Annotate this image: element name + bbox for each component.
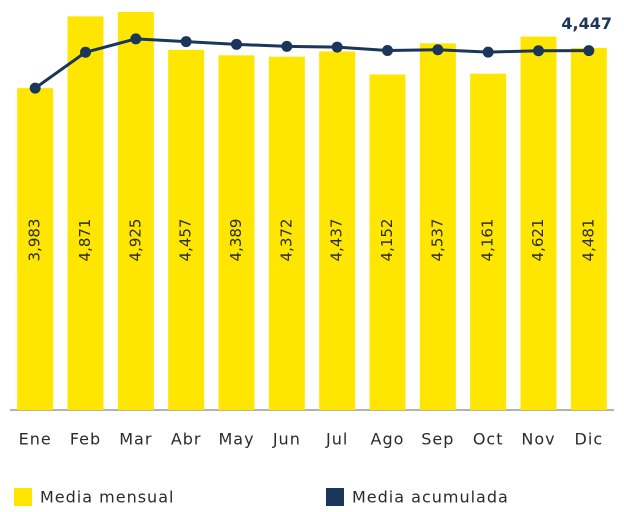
bar <box>520 36 557 411</box>
bar <box>218 55 255 410</box>
x-tick-label: May <box>218 430 254 449</box>
bar <box>67 16 104 410</box>
x-tick-label: Feb <box>70 430 101 449</box>
x-tick-label: Dic <box>575 430 604 449</box>
bar <box>168 49 205 411</box>
bar <box>268 56 305 410</box>
bar <box>319 51 356 411</box>
x-tick-label: Ene <box>19 430 52 449</box>
line-point <box>180 36 192 48</box>
bar <box>470 73 507 410</box>
bar-value-label: 4,437 <box>328 219 346 262</box>
bar <box>369 74 406 410</box>
x-tick-label: Sep <box>421 430 454 449</box>
line-point <box>231 38 242 50</box>
line-point <box>382 45 393 57</box>
bar-value-label: 4,481 <box>579 219 597 262</box>
bar-value-label: 4,871 <box>76 219 94 262</box>
x-tick-label: Abr <box>171 430 202 449</box>
bar <box>570 47 607 410</box>
bar-value-label: 4,372 <box>277 219 295 262</box>
legend-label: Media acumulada <box>352 488 509 507</box>
x-tick-label: Jul <box>325 430 348 449</box>
bar <box>419 43 456 410</box>
line-point <box>29 82 41 94</box>
line-point <box>432 44 444 56</box>
bar <box>17 88 54 411</box>
line-point <box>583 45 595 57</box>
line-point <box>281 40 293 52</box>
x-tick-label: Ago <box>371 430 405 449</box>
x-tick-label: Jun <box>272 430 301 449</box>
x-tick-label: Oct <box>473 430 504 449</box>
line <box>34 37 589 90</box>
legend-swatch <box>14 488 32 506</box>
bar-value-label: 4,925 <box>126 219 144 262</box>
bar <box>117 12 154 410</box>
bar-value-label: 4,161 <box>479 219 497 262</box>
x-tick-label: Nov <box>521 430 555 449</box>
x-tick-label: Mar <box>119 430 152 449</box>
bar-value-label: 4,152 <box>378 219 396 262</box>
line-point <box>331 41 343 53</box>
bar-value-label: 3,983 <box>26 219 44 262</box>
bar-value-label: 4,537 <box>428 219 446 262</box>
legend-label: Media mensual <box>40 488 174 507</box>
line-point <box>533 45 544 57</box>
line-point <box>130 33 142 45</box>
bar-value-label: 4,621 <box>529 219 547 262</box>
bar-value-label: 4,457 <box>177 219 195 262</box>
line-point <box>80 46 91 58</box>
legend-swatch <box>326 488 344 506</box>
bar-value-label: 4,389 <box>227 219 245 262</box>
line-point <box>482 46 494 58</box>
line-value-label: 4,447 <box>561 14 612 33</box>
